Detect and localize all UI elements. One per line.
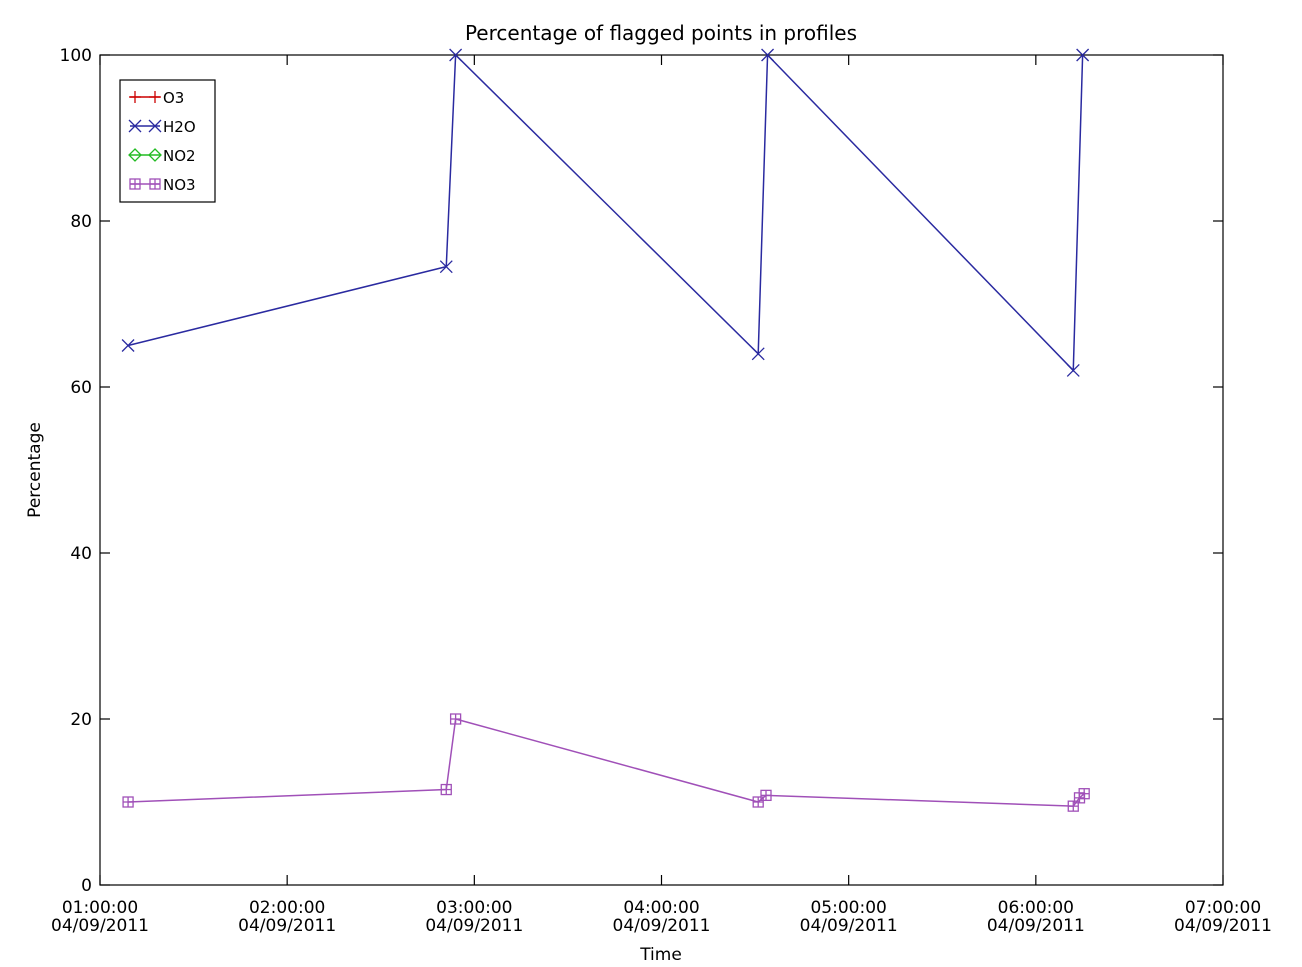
data-point-h2o bbox=[761, 48, 775, 62]
series-line-h2o bbox=[127, 53, 1084, 373]
plot-frame bbox=[99, 54, 1224, 886]
y-tick-label: 100 bbox=[60, 46, 92, 66]
series-line-no3 bbox=[128, 718, 1085, 807]
y-tick-label: 0 bbox=[81, 876, 92, 896]
legend-marker bbox=[149, 178, 161, 190]
series-h2o bbox=[121, 48, 1090, 377]
x-tick-label-date: 04/09/2011 bbox=[1174, 916, 1272, 936]
data-point-no3 bbox=[760, 789, 772, 802]
legend-marker bbox=[128, 148, 142, 162]
legend-box bbox=[119, 79, 216, 203]
legend-label: NO3 bbox=[163, 176, 196, 194]
x-tick-label-time: 05:00:00 bbox=[810, 898, 886, 918]
legend-label: H2O bbox=[163, 118, 196, 136]
data-point-no3 bbox=[1067, 800, 1079, 812]
data-point-h2o bbox=[449, 48, 463, 62]
x-tick-label-date: 04/09/2011 bbox=[613, 916, 711, 936]
x-tick-label-time: 02:00:00 bbox=[249, 898, 325, 918]
legend-marker bbox=[128, 119, 142, 133]
y-axis-label: Percentage bbox=[25, 422, 45, 518]
x-tick-label-time: 04:00:00 bbox=[623, 898, 699, 918]
legend-label: O3 bbox=[163, 89, 184, 107]
data-point-h2o bbox=[1076, 48, 1090, 62]
y-tick-label: 80 bbox=[70, 212, 92, 232]
series-layer bbox=[121, 48, 1090, 812]
x-tick-label-time: 03:00:00 bbox=[436, 898, 512, 918]
data-point-h2o bbox=[439, 260, 453, 274]
series-no3 bbox=[122, 713, 1090, 812]
x-tick-label-time: 07:00:00 bbox=[1185, 898, 1261, 918]
data-point-no3 bbox=[1078, 788, 1090, 800]
legend-marker bbox=[148, 148, 162, 162]
x-tick-label-date: 04/09/2011 bbox=[425, 916, 523, 936]
data-point-no3 bbox=[449, 713, 462, 725]
chart-title: Percentage of flagged points in profiles bbox=[465, 21, 857, 45]
data-point-no3 bbox=[122, 796, 134, 808]
y-tick-label: 20 bbox=[70, 710, 92, 730]
x-tick-label-time: 01:00:00 bbox=[62, 898, 138, 918]
legend-label: NO2 bbox=[163, 147, 196, 165]
data-point-h2o bbox=[1066, 363, 1080, 377]
legend-entry-h2o: H2O bbox=[128, 118, 196, 136]
data-point-h2o bbox=[751, 347, 765, 361]
legend-entry-no3: NO3 bbox=[129, 176, 196, 194]
data-point-no3 bbox=[440, 783, 452, 796]
legend-marker bbox=[149, 91, 161, 103]
x-tick-label-time: 06:00:00 bbox=[998, 898, 1074, 918]
x-axis-label: Time bbox=[639, 945, 682, 965]
legend-marker bbox=[129, 91, 141, 103]
x-tick-label-date: 04/09/2011 bbox=[238, 916, 336, 936]
axis-ticks: 01:00:0004/09/201102:00:0004/09/201103:0… bbox=[51, 46, 1272, 936]
legend-entry-o3: O3 bbox=[129, 89, 184, 107]
y-tick-label: 40 bbox=[70, 544, 92, 564]
data-point-no3 bbox=[752, 796, 764, 808]
legend-marker bbox=[129, 178, 141, 190]
x-tick-label-date: 04/09/2011 bbox=[51, 916, 149, 936]
legend: O3 H2O NO2 NO3 bbox=[119, 79, 216, 203]
legend-entry-no2: NO2 bbox=[128, 147, 196, 165]
data-point-h2o bbox=[121, 339, 135, 352]
y-tick-label: 60 bbox=[70, 378, 92, 398]
x-tick-label-date: 04/09/2011 bbox=[800, 916, 898, 936]
legend-marker bbox=[148, 119, 162, 133]
x-tick-label-date: 04/09/2011 bbox=[987, 916, 1085, 936]
